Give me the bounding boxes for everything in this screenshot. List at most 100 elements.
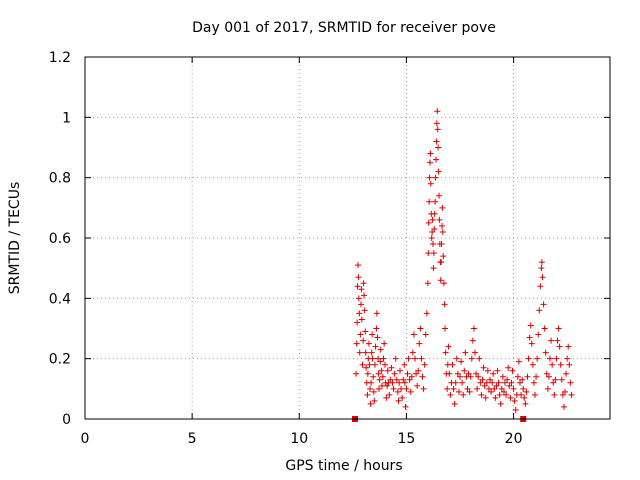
data-point: [394, 388, 401, 395]
data-point: [428, 235, 435, 241]
data-point: [366, 361, 373, 368]
data-point: [377, 358, 384, 365]
data-point: [376, 385, 382, 392]
data-point: [502, 379, 508, 386]
data-point: [481, 382, 488, 389]
data-point: [423, 310, 430, 317]
data-point: [409, 349, 416, 356]
data-point: [566, 361, 573, 368]
data-point: [515, 358, 522, 365]
data-point: [505, 364, 512, 371]
data-point: [356, 310, 363, 317]
data-point: [489, 379, 496, 386]
data-point: [418, 355, 425, 362]
data-point: [491, 385, 498, 392]
data-point: [372, 343, 379, 350]
data-point: [508, 379, 515, 386]
data-point: [406, 376, 413, 383]
y-tick-label: 0.8: [49, 171, 71, 187]
data-point: [434, 108, 441, 115]
data-point: [485, 385, 492, 392]
data-point: [430, 250, 437, 257]
data-point: [375, 355, 382, 362]
data-point: [553, 355, 560, 362]
data-point: [412, 355, 418, 362]
data-point: [549, 361, 556, 368]
data-point: [384, 367, 391, 374]
x-tick-label: 10: [290, 431, 308, 447]
data-point: [557, 361, 564, 368]
data-point: [354, 283, 361, 290]
data-point: [495, 379, 502, 386]
data-point: [427, 180, 434, 187]
data-point: [432, 198, 439, 205]
data-point: [545, 373, 552, 380]
data-point: [399, 394, 406, 401]
data-point: [355, 295, 362, 302]
data-point: [414, 382, 421, 389]
data-point: [368, 349, 375, 356]
data-point: [559, 391, 566, 398]
data-point: [398, 385, 405, 392]
data-point: [519, 376, 526, 383]
data-point: [458, 358, 465, 365]
data-point: [361, 307, 368, 314]
data-point: [472, 349, 478, 356]
data-point: [522, 400, 529, 407]
x-tick-label: 0: [81, 431, 90, 447]
data-point: [568, 391, 575, 398]
data-point: [368, 379, 375, 386]
data-point: [436, 216, 443, 223]
data-point: [359, 361, 366, 368]
data-point: [393, 376, 400, 383]
data-point: [379, 382, 385, 389]
data-point: [550, 379, 557, 386]
data-point: [537, 283, 544, 290]
data-point: [477, 379, 484, 386]
data-point: [355, 274, 362, 281]
data-point: [556, 343, 563, 350]
data-point: [539, 274, 546, 281]
data-point: [493, 382, 500, 389]
data-point: [362, 349, 369, 356]
data-point: [358, 316, 365, 323]
data-point: [353, 370, 360, 377]
data-point: [543, 370, 550, 377]
data-point: [438, 241, 445, 248]
data-point: [371, 361, 378, 368]
data-point: [459, 379, 466, 386]
data-point: [425, 219, 432, 226]
data-point: [420, 385, 427, 392]
data-point: [445, 343, 452, 350]
data-point: [483, 379, 490, 386]
data-point: [511, 397, 518, 404]
y-tick-label: 0.2: [49, 352, 71, 368]
data-point: [431, 225, 438, 232]
data-point: [490, 370, 497, 377]
data-point: [432, 174, 439, 181]
data-point: [526, 334, 533, 341]
data-point: [500, 388, 507, 395]
data-point: [378, 367, 385, 374]
data-point: [416, 340, 423, 347]
data-point: [528, 340, 535, 347]
data-point: [455, 388, 462, 395]
data-point: [370, 388, 377, 395]
data-point: [534, 355, 541, 362]
data-point: [521, 394, 528, 401]
data-point: [405, 355, 412, 362]
data-point: [527, 322, 534, 329]
data-point: [369, 355, 376, 362]
data-point: [403, 385, 410, 392]
data-point: [468, 355, 475, 362]
data-point: [474, 385, 481, 392]
data-point: [565, 343, 572, 350]
chart-title: Day 001 of 2017, SRMTID for receiver pov…: [192, 20, 496, 36]
data-point: [402, 403, 409, 410]
data-point: [358, 301, 364, 308]
data-point: [558, 376, 565, 383]
data-point: [563, 370, 570, 377]
data-point: [429, 228, 436, 235]
data-point: [536, 307, 543, 314]
data-point: [431, 210, 438, 217]
